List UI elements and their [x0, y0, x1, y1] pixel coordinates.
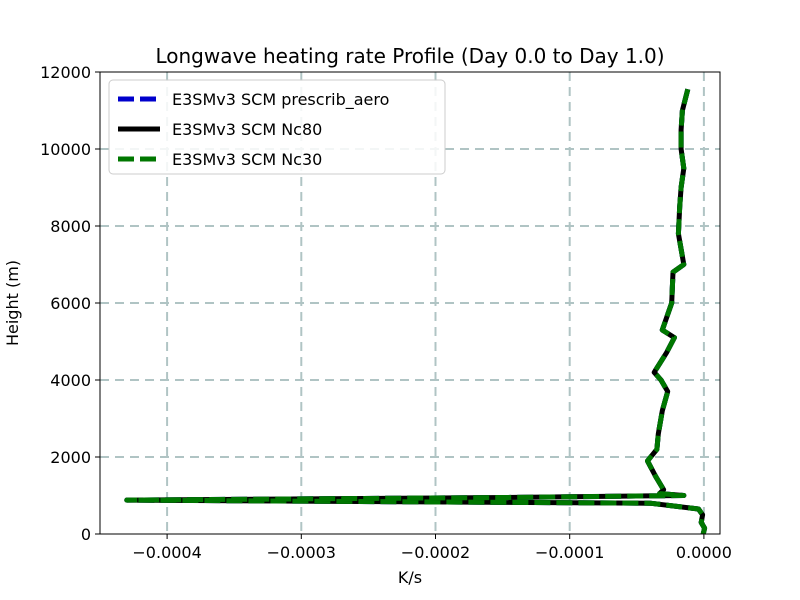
plot-series — [124, 88, 708, 535]
legend: E3SMv3 SCM prescrib_aero E3SMv3 SCM Nc80 E… — [108, 79, 446, 175]
y-tick-label: 4000 — [50, 371, 91, 390]
y-tick-label: 8000 — [50, 217, 91, 236]
y-tick-label: 6000 — [50, 294, 91, 313]
legend-label: E3SMv3 SCM prescrib_aero — [172, 90, 389, 110]
y-axis-ticks: 0 2000 4000 6000 8000 10000 12000 — [40, 63, 100, 544]
legend-box — [108, 79, 446, 175]
x-tick-label: 0.0000 — [676, 543, 732, 562]
y-tick-label: 10000 — [40, 140, 91, 159]
x-tick-label: −0.0001 — [535, 543, 604, 562]
x-tick-label: −0.0003 — [267, 543, 336, 562]
x-axis-ticks: −0.0004 −0.0003 −0.0002 −0.0001 0.0000 — [132, 534, 732, 562]
chart-title: Longwave heating rate Profile (Day 0.0 t… — [155, 44, 664, 68]
legend-label: E3SMv3 SCM Nc80 — [172, 120, 322, 139]
x-tick-label: −0.0002 — [401, 543, 470, 562]
y-tick-label: 2000 — [50, 448, 91, 467]
x-tick-label: −0.0004 — [132, 543, 201, 562]
y-tick-label: 0 — [81, 525, 91, 544]
legend-label: E3SMv3 SCM Nc30 — [172, 150, 322, 169]
y-axis-label: Height (m) — [3, 260, 22, 346]
y-tick-label: 12000 — [40, 63, 91, 82]
series-line-2 — [124, 88, 708, 535]
x-axis-label: K/s — [398, 568, 422, 587]
